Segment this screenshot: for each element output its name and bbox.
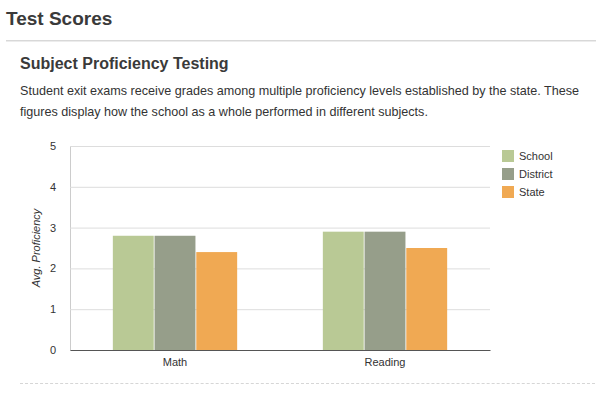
y-tick: 3 [50, 222, 490, 234]
x-tick: Reading [365, 350, 406, 368]
legend-item: State [502, 186, 545, 198]
footer-rule [20, 383, 595, 384]
x-tick-label: Math [163, 356, 187, 368]
grid-line [70, 228, 490, 229]
legend-label: School [519, 150, 553, 162]
y-tick-label: 5 [50, 140, 56, 152]
x-tick: Math [163, 350, 187, 368]
legend-swatch [502, 168, 514, 180]
bar [365, 232, 406, 350]
bars [113, 232, 447, 350]
y-tick-label: 4 [50, 181, 56, 193]
grid-line [70, 146, 490, 147]
y-axis: 0 1 2 3 4 5 [50, 140, 490, 356]
legend-item: District [502, 168, 553, 180]
legend-label: District [519, 168, 553, 180]
bar [196, 252, 237, 350]
chart: 0 1 2 3 4 5 Avg. Proficiency Math Reading School D… [0, 125, 600, 385]
chart-description: Student exit exams receive grades among … [20, 81, 600, 123]
bar [406, 248, 447, 350]
y-axis-title: Avg. Proficiency [30, 207, 42, 288]
x-axis-line [71, 350, 491, 351]
bar [323, 232, 364, 350]
header-rule [6, 40, 596, 42]
y-tick-label: 1 [50, 303, 56, 315]
y-tick-label: 3 [50, 222, 56, 234]
legend: School District State [502, 150, 553, 198]
grid-line [70, 187, 490, 188]
legend-swatch [502, 150, 514, 162]
y-tick-label: 2 [50, 262, 56, 274]
legend-label: State [519, 186, 545, 198]
bar [113, 236, 154, 350]
x-tick-label: Reading [365, 356, 406, 368]
bar [155, 236, 196, 350]
grid-line [70, 350, 490, 351]
chart-title: Subject Proficiency Testing [20, 55, 229, 73]
page-title: Test Scores [6, 8, 112, 30]
legend-swatch [502, 186, 514, 198]
y-tick: 4 [50, 181, 490, 193]
y-tick: 5 [50, 140, 490, 152]
y-tick-label: 0 [50, 344, 56, 356]
y-axis-line [70, 147, 71, 351]
x-axis: Math Reading [71, 350, 491, 368]
legend-item: School [502, 150, 553, 162]
